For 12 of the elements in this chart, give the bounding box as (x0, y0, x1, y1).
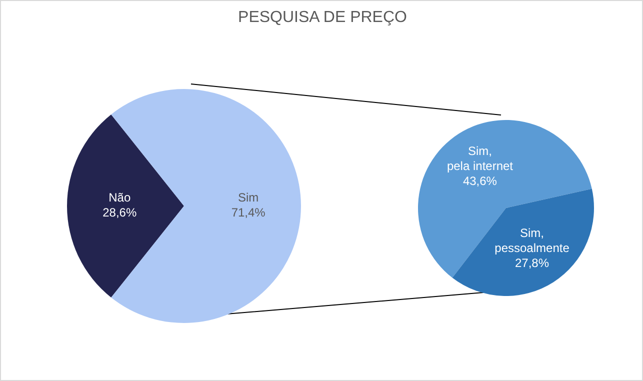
data-label: 27,8% (515, 256, 550, 270)
data-label: 71,4% (231, 206, 266, 220)
slice-label: Não (108, 190, 131, 205)
pie-slice (67, 114, 184, 298)
slice-label: Sim, pela internet (446, 144, 514, 174)
data-label: 28,6% (102, 206, 137, 220)
pie-slice (418, 120, 592, 278)
data-label: 43,6% (462, 174, 498, 188)
chart-title: PESQUISA DE PREÇO (237, 9, 408, 27)
pie-slice (452, 188, 594, 296)
slice-label: Sim, pessoalmente (494, 226, 570, 255)
slice-label: Sim (238, 190, 259, 205)
